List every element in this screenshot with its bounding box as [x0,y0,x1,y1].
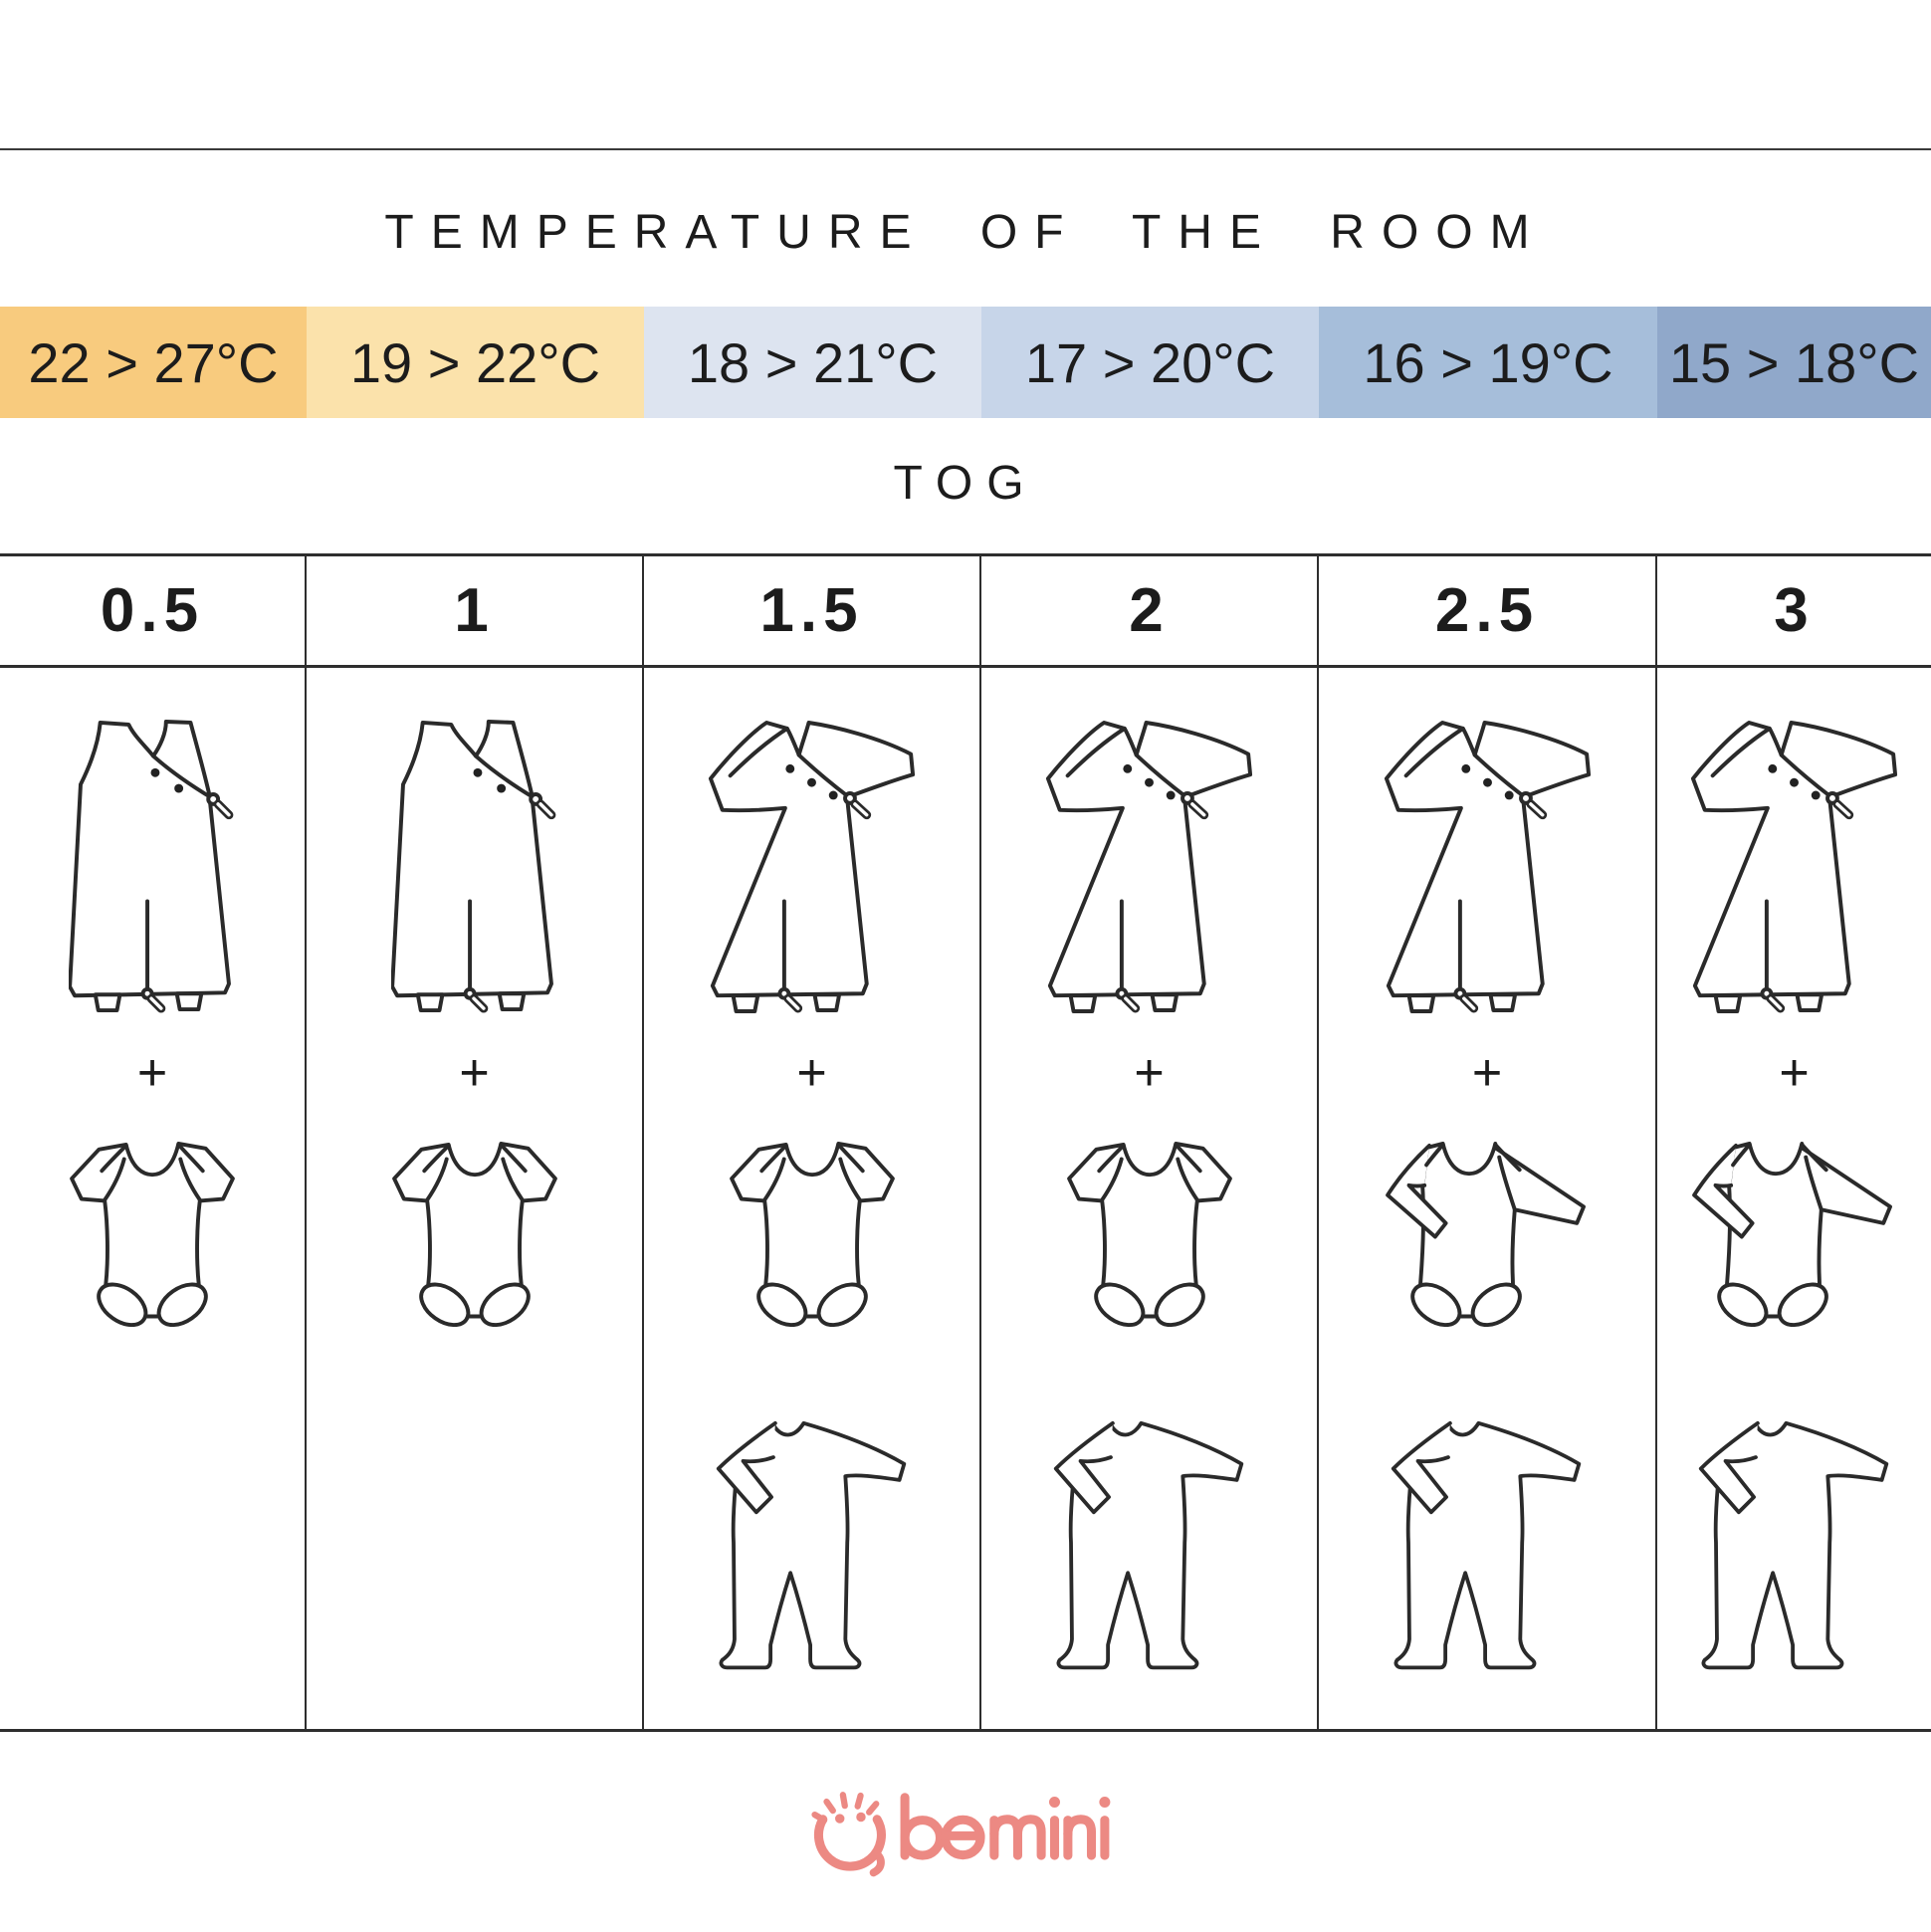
bodysuit-short-sleeve-icon [729,1142,895,1336]
sleeping-bag-long-sleeve-icon [1380,720,1596,1014]
plus-sign: + [459,1044,490,1102]
bodysuit-short-sleeve-icon [1066,1142,1232,1336]
plus-sign: + [136,1044,168,1102]
temperature-range: 17 > 20°C [981,307,1319,418]
footed-pyjama-icon [1053,1420,1243,1670]
temperature-range: 19 > 22°C [307,307,644,418]
tog-header-1: 1 [307,556,644,668]
tog-column-2: + [981,668,1319,1729]
bodysuit-long-sleeve-icon [1385,1142,1586,1336]
tog-table: 0.5 1 1.5 2 2.5 3 + + + + [0,553,1931,1732]
temperature-band: 22 > 27°C 19 > 22°C 18 > 21°C 17 > 20°C … [0,307,1931,418]
page-title: TEMPERATURE OF THE ROOM [384,206,1547,259]
sleeping-bag-long-sleeve-icon [704,720,920,1014]
tog-column-0.5: + [0,668,307,1729]
sleeping-bag-long-sleeve-icon [1041,720,1257,1014]
tog-column-1: + [307,668,644,1729]
bodysuit-long-sleeve-icon [1692,1142,1892,1336]
bodysuit-short-sleeve-icon [70,1142,235,1336]
plus-sign: + [1134,1044,1165,1102]
plus-sign: + [1779,1044,1810,1102]
tog-column-1.5: + [644,668,981,1729]
bemini-logo [809,1774,1123,1882]
brand-footer [0,1774,1931,1882]
temperature-range: 16 > 19°C [1319,307,1657,418]
temperature-range: 22 > 27°C [0,307,307,418]
top-divider [0,148,1931,150]
sleeping-bag-long-sleeve-icon [1686,720,1902,1014]
tog-header-2: 2 [981,556,1319,668]
bemini-smiley-icon [814,1795,1110,1872]
bodysuit-short-sleeve-icon [391,1142,557,1336]
footed-pyjama-icon [716,1420,906,1670]
tog-header-2.5: 2.5 [1319,556,1657,668]
tog-header-3: 3 [1657,556,1931,668]
sleeping-bag-sleeveless-icon [391,720,558,1014]
tog-column-2.5: + [1319,668,1657,1729]
plus-sign: + [1471,1044,1503,1102]
sleeping-bag-sleeveless-icon [69,720,236,1014]
footed-pyjama-icon [1698,1420,1888,1670]
tog-title: TOG [893,457,1038,510]
tog-header-1.5: 1.5 [644,556,981,668]
temperature-range: 18 > 21°C [644,307,981,418]
plus-sign: + [796,1044,827,1102]
temperature-range: 15 > 18°C [1657,307,1931,418]
tog-column-3: + [1657,668,1931,1729]
tog-header-0.5: 0.5 [0,556,307,668]
footed-pyjama-icon [1391,1420,1582,1670]
